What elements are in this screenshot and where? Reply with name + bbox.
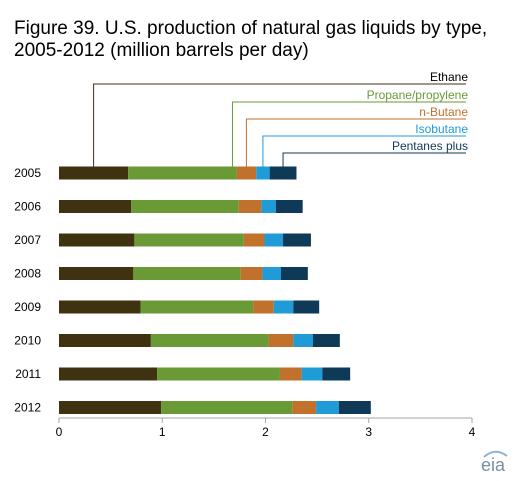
bar-2006-pentanes-plus (275, 200, 303, 213)
legend-leader-line (231, 101, 466, 167)
bar-2012-ethane (59, 401, 162, 414)
bar-2008-n-butane (240, 267, 263, 280)
bar-2010-ethane (59, 334, 151, 347)
bar-2006-n-butane (238, 200, 262, 213)
legend-leader-line (93, 83, 466, 167)
bar-2012-n-butane (292, 401, 317, 414)
bar-2007-propane-propylene (134, 233, 244, 247)
bar-2007-isobutane (264, 233, 284, 247)
legend-label: Ethane (430, 70, 468, 84)
eia-logo-icon: eia (478, 448, 512, 476)
bar-2007-pentanes-plus (283, 233, 311, 247)
bar-2008-isobutane (262, 267, 281, 280)
bar-2012-pentanes-plus (338, 401, 371, 414)
bar-2009-ethane (59, 300, 141, 314)
x-tick-label: 2 (262, 425, 269, 439)
bar-2008-propane-propylene (133, 267, 241, 280)
legend-leader-line (282, 152, 466, 167)
legend-label: Propane/propylene (367, 88, 469, 102)
bar-2009-isobutane (273, 300, 294, 314)
y-tick-label: 2005 (14, 166, 41, 180)
legend-leader-line (245, 118, 466, 167)
bar-2007-ethane (59, 233, 135, 247)
bar-2007-n-butane (243, 233, 265, 247)
bar-2009-pentanes-plus (293, 300, 320, 314)
eia-logo-text: eia (481, 455, 506, 475)
bar-2011-ethane (59, 367, 158, 381)
bar-2010-isobutane (293, 334, 313, 347)
legend-leader-line (262, 135, 466, 167)
bar-2006-propane-propylene (131, 200, 239, 213)
y-tick-label: 2008 (14, 267, 41, 281)
bar-2009-n-butane (253, 300, 274, 314)
bar-2012-isobutane (316, 401, 339, 414)
chart-title: Figure 39. U.S. production of natural ga… (14, 18, 488, 61)
bar-2005-ethane (59, 166, 129, 180)
bar-2008-ethane (59, 267, 134, 280)
bar-2011-n-butane (279, 367, 302, 381)
bar-2011-isobutane (301, 367, 323, 381)
x-tick-label: 0 (56, 425, 63, 439)
x-tick-label: 4 (469, 425, 476, 439)
bar-2005-pentanes-plus (269, 166, 297, 180)
bar-2005-propane-propylene (128, 166, 237, 180)
y-tick-label: 2010 (14, 334, 41, 348)
y-tick-label: 2009 (14, 300, 41, 314)
bar-2011-pentanes-plus (322, 367, 351, 381)
bar-2009-propane-propylene (140, 300, 254, 314)
bar-2005-n-butane (236, 166, 257, 180)
bar-2006-isobutane (261, 200, 276, 213)
y-tick-label: 2007 (14, 233, 41, 247)
bar-2006-ethane (59, 200, 132, 213)
legend-label: n-Butane (419, 105, 468, 119)
bar-2005-isobutane (256, 166, 270, 180)
bar-2008-pentanes-plus (280, 267, 308, 280)
y-tick-label: 2011 (15, 367, 41, 381)
x-tick-label: 3 (365, 425, 372, 439)
y-tick-label: 2012 (14, 401, 41, 415)
bar-2012-propane-propylene (161, 401, 293, 414)
x-tick-label: 1 (159, 425, 166, 439)
bar-2010-pentanes-plus (312, 334, 340, 347)
bar-2010-n-butane (268, 334, 294, 347)
legend-label: Isobutane (415, 122, 468, 136)
bar-2010-propane-propylene (150, 334, 269, 347)
bar-2011-propane-propylene (157, 367, 280, 381)
legend-label: Pentanes plus (392, 139, 468, 153)
y-tick-label: 2006 (14, 200, 41, 214)
